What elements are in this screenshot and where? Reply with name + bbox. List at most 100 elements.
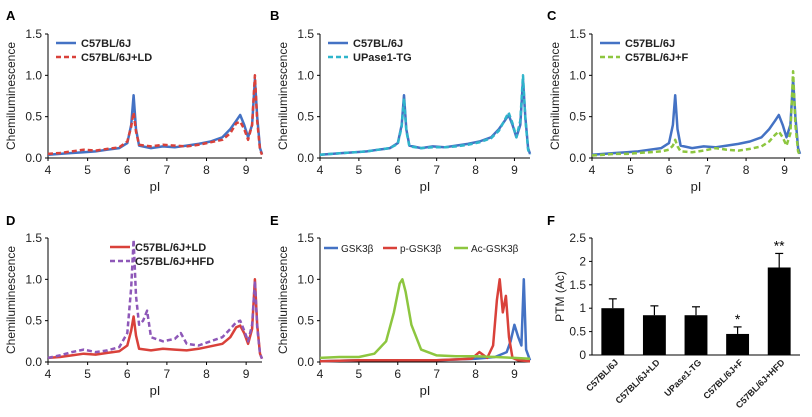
y-tick-label: 2: [579, 254, 586, 268]
y-tick-label: 1.5: [25, 231, 42, 245]
data-point: [254, 280, 256, 282]
data-point: [133, 316, 135, 318]
y-axis-label: Chemiluminescence: [4, 42, 18, 150]
data-point: [256, 120, 258, 122]
y-tick-label: 1.5: [297, 27, 314, 41]
data-point: [490, 137, 492, 139]
data-point: [516, 137, 518, 139]
data-point: [799, 155, 801, 157]
data-point: [130, 126, 132, 128]
data-point: [133, 112, 135, 114]
legend: C57BL/6J C57BL/6J+LD: [56, 38, 152, 64]
data-point: [761, 137, 763, 139]
y-tick-label: 1.5: [297, 231, 314, 245]
x-axis-label: pI: [420, 179, 431, 194]
data-point: [259, 149, 261, 151]
data-point: [525, 349, 527, 351]
series-line-0: [591, 78, 802, 156]
data-point: [95, 351, 97, 353]
data-point: [397, 143, 399, 145]
data-point: [47, 153, 49, 155]
data-point: [761, 146, 763, 148]
data-point: [235, 327, 237, 329]
data-point: [677, 146, 679, 148]
data-point: [235, 123, 237, 125]
data-point: [150, 350, 152, 352]
data-point: [768, 141, 770, 143]
panel-a: A 0.0 0.5 1.0 1.5 4 5 6 7 8 9 pI Chemiluminescence C5…: [4, 8, 264, 194]
data-point: [492, 345, 494, 347]
data-point: [222, 336, 224, 338]
data-point: [403, 98, 405, 100]
data-point: [150, 146, 152, 148]
data-point: [331, 153, 333, 155]
data-point: [358, 360, 360, 362]
y-tick-label: 0.5: [297, 110, 314, 124]
legend-label: C57BL/6J+LD: [81, 52, 152, 64]
data-point: [210, 142, 212, 144]
data-point: [235, 120, 237, 122]
y-tick-label: 0.5: [25, 314, 42, 328]
data-point: [467, 144, 469, 146]
data-point: [405, 291, 407, 293]
y-tick-label: 0.5: [25, 110, 42, 124]
x-tick-label: 6: [124, 367, 131, 381]
data-point: [703, 146, 705, 148]
data-point: [243, 330, 245, 332]
data-point: [778, 114, 780, 116]
data-point: [411, 324, 413, 326]
data-point: [786, 137, 788, 139]
significance-marker: **: [774, 237, 785, 253]
x-tick-label: 7: [164, 367, 171, 381]
data-point: [251, 324, 253, 326]
y-tick-label: 1.5: [25, 27, 42, 41]
data-point: [235, 322, 237, 324]
y-tick-label: 1.0: [25, 272, 42, 286]
data-point: [649, 151, 651, 153]
data-point: [523, 279, 525, 281]
data-point: [749, 148, 751, 150]
y-axis-label: Chemiluminescence: [276, 42, 290, 150]
data-point: [668, 149, 670, 151]
x-category-label: C57BL/6J+F: [701, 357, 745, 401]
data-point: [520, 124, 522, 126]
data-point: [677, 128, 679, 130]
data-point: [135, 335, 137, 337]
data-point: [715, 147, 717, 149]
significance-marker: *: [735, 311, 741, 327]
data-point: [339, 356, 341, 358]
data-point: [133, 94, 135, 96]
data-point: [792, 70, 794, 72]
panel-c: C 0.0 0.5 1.0 1.5 4 5 6 7 8 9 pI Chemiluminescence C5…: [547, 8, 802, 194]
data-point: [95, 354, 97, 356]
data-point: [366, 151, 368, 153]
y-tick-label: 0.5: [569, 325, 586, 339]
data-point: [319, 357, 321, 359]
data-point: [637, 152, 639, 154]
legend: C57BL/6J C57BL/6J+F: [600, 38, 689, 64]
data-point: [406, 130, 408, 132]
x-category-label: C57BL/6J: [584, 357, 620, 393]
data-point: [198, 144, 200, 146]
data-point: [254, 75, 256, 77]
data-point: [256, 327, 258, 329]
series-line-0: [47, 278, 264, 360]
data-point: [514, 357, 516, 359]
series-line-1: [47, 238, 264, 360]
x-tick-label: 8: [472, 367, 479, 381]
data-point: [479, 351, 481, 353]
data-point: [397, 360, 399, 362]
data-point: [378, 149, 380, 151]
data-point: [230, 132, 232, 134]
x-tick-label: 5: [627, 163, 634, 177]
legend-label: C57BL/6J+F: [625, 52, 689, 64]
panel-letter: D: [6, 213, 15, 228]
x-tick-label: 4: [45, 163, 52, 177]
data-point: [768, 128, 770, 130]
x-tick-label: 6: [394, 163, 401, 177]
bar: [767, 267, 791, 355]
x-tick-label: 4: [317, 163, 324, 177]
data-point: [591, 155, 593, 157]
data-point: [475, 355, 477, 357]
